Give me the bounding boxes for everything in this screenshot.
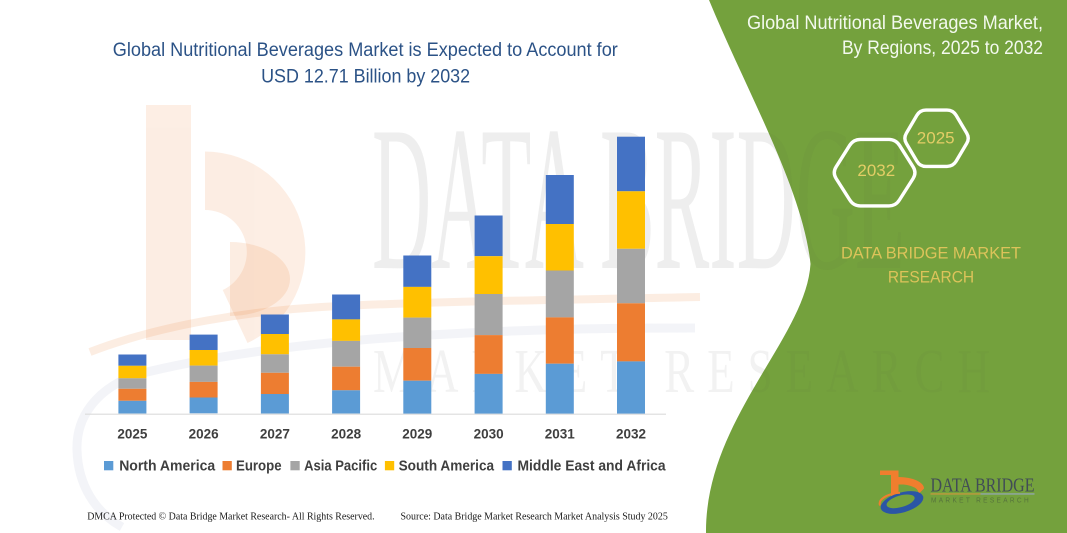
svg-text:2029: 2029 — [402, 427, 432, 442]
svg-text:Global Nutritional Beverages M: Global Nutritional Beverages Market, — [747, 12, 1043, 34]
svg-text:Middle East and Africa: Middle East and Africa — [518, 457, 667, 474]
svg-text:Asia Pacific: Asia Pacific — [304, 457, 377, 474]
svg-text:North America: North America — [119, 457, 216, 474]
svg-text:USD 12.71 Billion by 2032: USD 12.71 Billion by 2032 — [261, 66, 470, 87]
svg-text:MARKET RESEARCH: MARKET RESEARCH — [931, 498, 1031, 505]
svg-text:2030: 2030 — [474, 427, 504, 442]
svg-text:2025: 2025 — [917, 128, 955, 147]
svg-text:Global Nutritional Beverages M: Global Nutritional Beverages Market is E… — [113, 40, 619, 61]
svg-text:By Regions, 2025 to 2032: By Regions, 2025 to 2032 — [842, 37, 1043, 59]
svg-text:2025: 2025 — [117, 427, 148, 442]
svg-text:South America: South America — [399, 457, 495, 474]
svg-text:2031: 2031 — [545, 427, 576, 442]
svg-text:Europe: Europe — [236, 457, 282, 474]
svg-text:RESEARCH: RESEARCH — [888, 268, 974, 287]
svg-text:DATA BRIDGE MARKET: DATA BRIDGE MARKET — [841, 244, 1021, 263]
svg-text:DATA BRIDGE: DATA BRIDGE — [931, 474, 1035, 496]
svg-text:2028: 2028 — [331, 427, 362, 442]
svg-text:Source: Data Bridge Market Res: Source: Data Bridge Market Research Mark… — [401, 512, 668, 523]
svg-text:2026: 2026 — [189, 427, 220, 442]
svg-text:DMCA Protected © Data Bridge M: DMCA Protected © Data Bridge Market Rese… — [87, 512, 374, 523]
svg-text:2032: 2032 — [616, 427, 646, 442]
svg-text:2032: 2032 — [857, 161, 895, 180]
svg-text:DATA BRIDGE: DATA BRIDGE — [372, 84, 905, 313]
svg-text:2027: 2027 — [260, 427, 290, 442]
